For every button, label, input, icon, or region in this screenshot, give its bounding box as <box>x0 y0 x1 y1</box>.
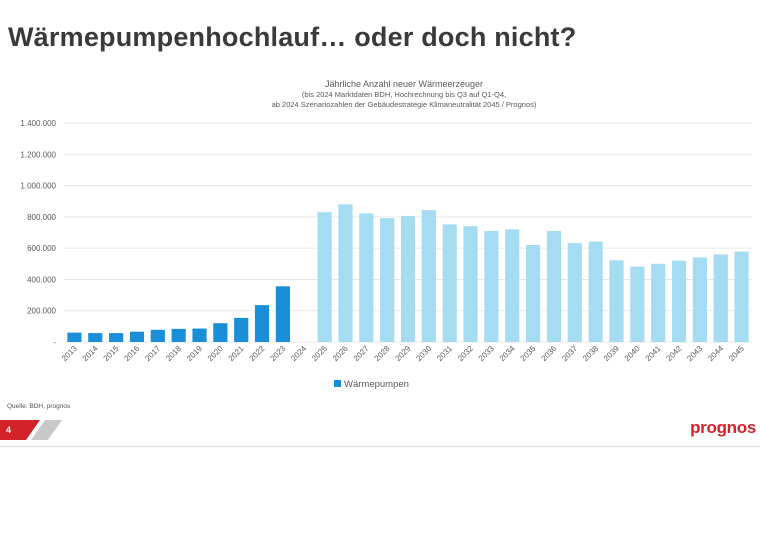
bar-2013 <box>67 332 82 342</box>
legend-swatch-waermepumpen <box>334 380 341 387</box>
x-tick-label: 2038 <box>581 344 600 363</box>
y-tick-label: 600.000 <box>27 244 56 253</box>
bar-2017 <box>150 329 165 342</box>
bar-2028 <box>380 218 395 342</box>
x-tick-label: 2019 <box>185 344 204 363</box>
bar-2018 <box>171 328 186 342</box>
y-tick-label: 800.000 <box>27 213 56 222</box>
bar-2019 <box>192 328 207 342</box>
bar-2021 <box>234 317 249 342</box>
bar-2032 <box>463 226 478 342</box>
bar-2014 <box>88 333 103 342</box>
y-tick-label: 1.400.000 <box>20 119 56 128</box>
x-tick-label: 2039 <box>602 344 621 363</box>
x-tick-label: 2028 <box>373 344 392 363</box>
x-tick-label: 2026 <box>331 344 350 363</box>
x-tick-label: 2027 <box>352 344 371 363</box>
x-tick-label: 2023 <box>268 344 287 363</box>
bar-2016 <box>129 331 145 342</box>
bar-2020 <box>213 323 228 342</box>
x-tick-label: 2032 <box>456 344 475 363</box>
bar-2045 <box>734 251 749 342</box>
bar-2026 <box>338 204 353 342</box>
bar-2040 <box>630 266 645 342</box>
page-number: 4 <box>6 425 12 435</box>
bar-2038 <box>588 241 603 342</box>
x-tick-label: 2014 <box>81 344 100 363</box>
chart-title-line-1: Jährliche Anzahl neuer Wärmeerzeuger <box>325 79 483 89</box>
x-tick-label: 2025 <box>310 344 329 363</box>
x-tick-label: 2033 <box>477 344 496 363</box>
x-tick-label: 2037 <box>560 344 579 363</box>
bar-2039 <box>609 260 624 342</box>
bar-2023 <box>275 286 290 342</box>
bar-2043 <box>692 257 707 342</box>
divider <box>0 446 760 447</box>
x-tick-label: 2015 <box>102 344 121 363</box>
x-tick-label: 2020 <box>206 344 225 363</box>
bar-2041 <box>651 263 666 342</box>
x-axis-tick-labels: 2013 2014 2015 2016 2017 2018 2019 2020 2021 2022… <box>60 344 746 363</box>
bar-2037 <box>567 243 582 342</box>
x-tick-label: 2041 <box>644 344 663 363</box>
x-tick-label: 2030 <box>414 344 433 363</box>
footer-grey-stripe <box>31 420 62 440</box>
x-tick-label: 2029 <box>393 344 412 363</box>
bar-2029 <box>400 215 416 342</box>
x-tick-label: 2021 <box>227 344 246 363</box>
chart-title-line-3: ab 2024 Szenariozahlen der Gebäudestrate… <box>272 100 537 109</box>
bar-2042 <box>671 260 687 342</box>
bar-2033 <box>484 230 499 342</box>
bar-2027 <box>359 213 374 342</box>
slide-title: Wärmepumpenhochlauf… oder doch nicht? <box>8 22 577 52</box>
x-tick-label: 2016 <box>122 344 141 363</box>
bar-chart: Jährliche Anzahl neuer Wärmeerzeuger (bi… <box>20 79 752 390</box>
prognos-logo: prognos <box>690 418 756 437</box>
y-tick-label: 200.000 <box>27 307 56 316</box>
bars <box>67 204 749 342</box>
y-tick-label: 1.200.000 <box>20 150 56 159</box>
y-tick-label: 1.000.000 <box>20 182 56 191</box>
bar-2022 <box>254 305 270 342</box>
x-tick-label: 2031 <box>435 344 454 363</box>
footer-red-stripe <box>0 420 40 440</box>
x-tick-label: 2042 <box>664 344 683 363</box>
bar-2036 <box>546 230 562 342</box>
x-tick-label: 2036 <box>539 344 558 363</box>
x-tick-label: 2034 <box>498 344 517 363</box>
x-tick-label: 2044 <box>706 344 725 363</box>
bar-2044 <box>713 254 728 342</box>
x-tick-label: 2045 <box>727 344 746 363</box>
bar-2025 <box>317 212 332 342</box>
y-axis-tick-labels: - 200.000 400.000 600.000 800.000 1.000.000 1.… <box>20 119 56 347</box>
legend-label-waermepumpen: Wärmepumpen <box>344 379 409 390</box>
x-tick-label: 2040 <box>623 344 642 363</box>
y-tick-label: 400.000 <box>27 275 56 284</box>
y-tick-label: - <box>53 338 56 347</box>
bar-2031 <box>442 224 457 342</box>
x-tick-label: 2024 <box>289 344 308 363</box>
bar-2030 <box>421 210 436 342</box>
legend: Wärmepumpen <box>334 379 409 390</box>
chart-title-line-2: (bis 2024 Marktdaten BDH, Hochrechnung b… <box>302 90 506 99</box>
x-tick-label: 2017 <box>143 344 162 363</box>
source-note: Quelle: BDH, prognos <box>7 403 71 410</box>
footer-bar <box>0 420 62 440</box>
bar-2015 <box>109 333 124 342</box>
x-tick-label: 2043 <box>685 344 704 363</box>
x-tick-label: 2035 <box>519 344 538 363</box>
bar-2035 <box>526 245 541 342</box>
x-tick-label: 2018 <box>164 344 183 363</box>
x-tick-label: 2022 <box>248 344 267 363</box>
bar-2034 <box>505 229 520 342</box>
x-tick-label: 2013 <box>60 344 79 363</box>
